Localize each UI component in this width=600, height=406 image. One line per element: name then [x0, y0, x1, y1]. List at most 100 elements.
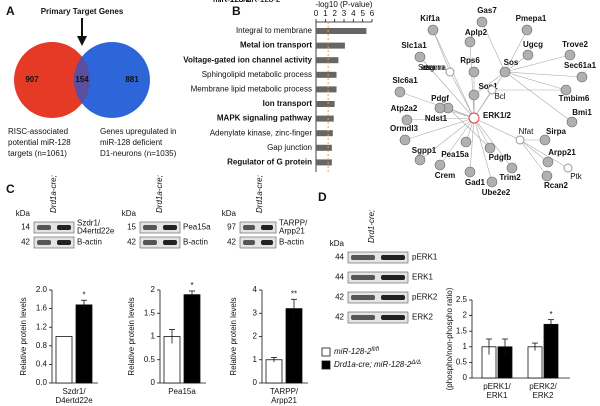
network-node-label: Slc1a1 — [401, 41, 427, 50]
network-edge — [419, 56, 475, 119]
blot-label: Szdr1/ — [77, 219, 101, 228]
network-node-label: Gad1 — [465, 178, 486, 187]
venn-count: 881 — [125, 75, 139, 84]
kda-label: 14 — [21, 223, 30, 232]
category-label: Voltage-gated ion channel activity — [183, 55, 312, 64]
network-edge — [473, 117, 491, 149]
network-edge — [519, 139, 549, 163]
blot-header: Drd1-cre; — [367, 210, 376, 243]
blot-band — [381, 275, 405, 280]
x-tick-label: Arpp21 — [271, 396, 297, 405]
blot-label: B-actin — [279, 238, 304, 247]
legend-swatch — [321, 360, 331, 370]
venn-count: 907 — [25, 75, 39, 84]
significance: * — [190, 281, 193, 290]
x-tick-label: 2 — [332, 9, 337, 18]
blot-label: Arpp21 — [279, 227, 305, 236]
network-edge — [473, 89, 493, 119]
network-node — [434, 159, 446, 171]
y-tick-label: 3 — [253, 308, 258, 317]
network-node-label: Gas7 — [477, 6, 497, 15]
blot-lane — [347, 311, 409, 324]
legend-label: Drd1a-cre; miR-128-2Δ/Δ — [334, 360, 421, 370]
kda-label: 44 — [335, 273, 344, 282]
blot-band — [243, 240, 255, 245]
kda-label: 15 — [127, 223, 136, 232]
y-tick-label: 1.5 — [456, 326, 468, 335]
x-tick-label: 5 — [360, 9, 365, 18]
network-group — [445, 67, 455, 77]
y-tick-label: 1.5 — [144, 308, 156, 317]
network-node-label: Rps6 — [460, 56, 480, 65]
network-node — [476, 16, 488, 28]
network-node-label: Aplp2 — [465, 28, 488, 37]
blot-header: Drd1a-cre; — [155, 175, 164, 213]
146-base: miR-128-2 — [213, 0, 251, 4]
y-tick-label: 2 — [151, 285, 156, 294]
bar — [316, 159, 332, 166]
y-tick-label: 1 — [151, 332, 156, 341]
blot-label: B-actin — [183, 238, 208, 247]
network-node-label: Ugcg — [523, 40, 543, 49]
x-tick-label: 6 — [370, 9, 375, 18]
blot-lane — [347, 251, 409, 264]
blot-label: ERK1 — [412, 273, 433, 282]
network-node — [464, 166, 476, 178]
venn-caption: RISC-associated — [8, 127, 68, 136]
legend-label-base: miR-128-2 — [334, 347, 372, 356]
blot-header: miR-128-2 — [243, 0, 281, 4]
bar — [316, 144, 332, 151]
246-base: miR-128-2 — [213, 0, 251, 4]
category-label: Metal ion transport — [240, 41, 312, 50]
blot-lane — [347, 291, 409, 304]
y-axis-title: Relative protein levels — [127, 297, 136, 375]
kda-title: kDa — [122, 209, 137, 218]
network-group — [515, 135, 525, 145]
blot-lane — [347, 271, 409, 284]
y-tick-label: 0 — [151, 378, 156, 387]
kda-label: 97 — [227, 223, 236, 232]
bar — [543, 323, 559, 379]
x-tick-label: pERK1/ — [483, 382, 511, 391]
network-node-label: Ormdl3 — [390, 124, 419, 133]
network-edge — [519, 139, 548, 177]
network-node-label: Trim2 — [499, 173, 521, 182]
blot-band — [261, 240, 273, 245]
venn-count: 154 — [75, 75, 89, 84]
bar — [316, 101, 335, 107]
blot-band — [381, 255, 405, 260]
network-node — [394, 86, 406, 98]
venn-caption: D1-neurons (n=1035) — [100, 149, 177, 158]
x-tick-label: pERK2/ — [529, 382, 557, 391]
venn-caption: targets (n=1061) — [8, 149, 67, 158]
network-edge — [473, 117, 513, 169]
x-tick-label: Szdr1/ — [62, 387, 86, 396]
network-node — [521, 24, 533, 36]
kda-label: 42 — [21, 238, 30, 247]
y-tick-label: 2.5 — [456, 295, 468, 304]
bar — [316, 115, 334, 122]
168-base: miR-128-2 — [213, 0, 251, 4]
network-edge — [469, 41, 475, 119]
blot-label: TARPP/ — [279, 219, 308, 228]
blot-band — [351, 255, 375, 260]
category-label: Sphingolipid metabolic process — [202, 70, 312, 79]
network-edge — [406, 117, 475, 121]
legend-label: miR-128-2fl/fl — [334, 347, 380, 357]
network-edge — [419, 117, 475, 161]
blot-label: Pea15a — [183, 223, 211, 232]
x-tick-label: ERK2 — [533, 391, 554, 400]
network-node — [464, 36, 476, 48]
network-node-label: Tmbim6 — [559, 94, 590, 103]
panel-label: C — [6, 182, 15, 196]
blot-lane — [239, 236, 277, 249]
network-node — [468, 66, 480, 78]
network-node-label: Slc6a1 — [392, 76, 418, 85]
network-edge — [469, 117, 475, 173]
network-node-label: Trove2 — [562, 40, 588, 49]
x-tick-label: ERK1 — [487, 391, 508, 400]
bar — [265, 359, 283, 384]
x-tick-label: D4ertd22e — [55, 396, 93, 405]
network-edge — [519, 139, 569, 169]
